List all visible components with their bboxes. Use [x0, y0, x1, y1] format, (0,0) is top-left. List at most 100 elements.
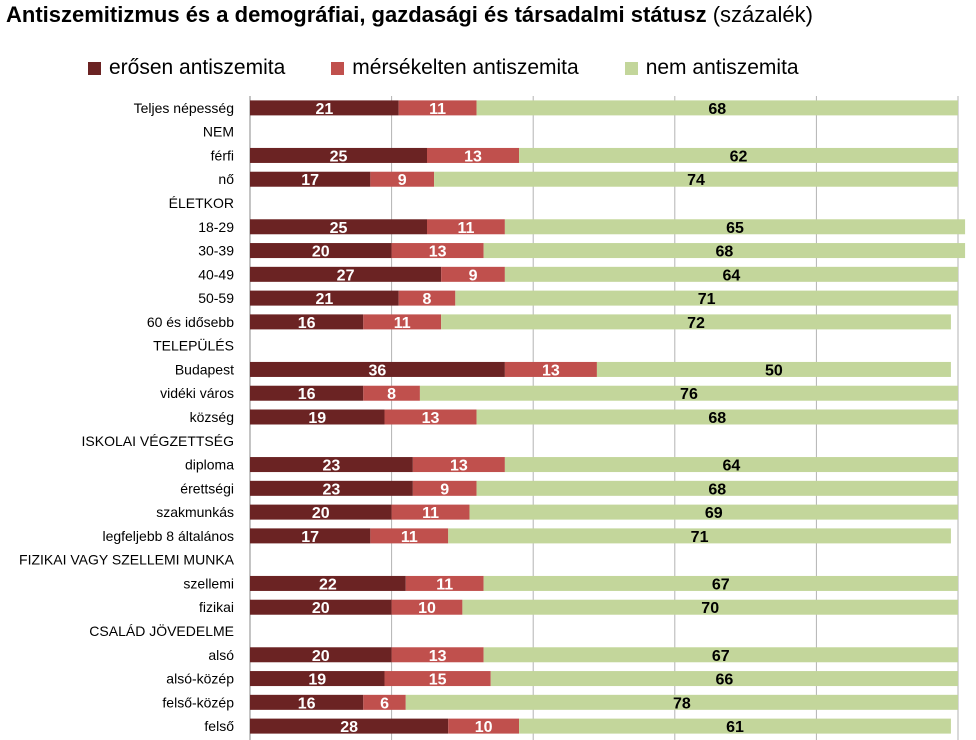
data-label: 74 — [687, 172, 705, 189]
category-label: TELEPÜLÉS — [153, 337, 234, 354]
data-label: 13 — [429, 648, 447, 665]
data-label: 71 — [691, 529, 709, 546]
data-label: 65 — [726, 220, 744, 237]
data-label: 13 — [429, 244, 447, 261]
data-label: 17 — [301, 172, 319, 189]
category-label: ÉLETKOR — [169, 195, 234, 211]
category-label: FIZIKAI VAGY SZELLEMI MUNKA — [19, 552, 235, 568]
data-label: 11 — [457, 220, 474, 237]
data-label: 13 — [464, 148, 482, 165]
bar-segment — [250, 361, 505, 377]
data-label: 23 — [323, 458, 341, 475]
legend-swatch-none — [624, 61, 638, 75]
data-label: 20 — [312, 648, 330, 665]
data-label: 8 — [423, 291, 432, 308]
data-label: 68 — [708, 481, 726, 498]
category-label: 18-29 — [198, 219, 234, 235]
bar-segment — [476, 409, 958, 425]
data-label: 23 — [323, 481, 341, 498]
data-label: 15 — [429, 672, 447, 689]
bar-segment — [504, 457, 958, 473]
data-label: 6 — [380, 695, 389, 712]
bar-segment — [519, 147, 958, 163]
data-label: 11 — [422, 505, 439, 522]
bar-segment — [519, 718, 951, 734]
category-label: legfeljebb 8 általános — [102, 528, 234, 544]
data-label: 21 — [315, 291, 333, 308]
bar-segment — [384, 409, 477, 425]
category-label: község — [190, 409, 234, 425]
bar-segment — [250, 575, 406, 591]
bar-segment — [419, 385, 958, 401]
data-label: 16 — [298, 695, 316, 712]
category-label: diploma — [185, 457, 234, 473]
bar-segment — [250, 219, 427, 235]
legend-swatch-strong — [88, 61, 101, 75]
chart-title-main: Antiszemitizmus és a demográfiai, gazdas… — [6, 2, 707, 27]
category-label: Teljes népesség — [134, 100, 234, 116]
data-label: 25 — [330, 148, 348, 165]
bar-segment — [250, 504, 392, 520]
data-label: 70 — [701, 600, 719, 617]
category-label: szakmunkás — [156, 504, 234, 520]
data-label: 20 — [312, 505, 330, 522]
bar-segment — [250, 147, 427, 163]
data-label: 68 — [715, 244, 733, 261]
bar-segment — [250, 314, 364, 330]
bar-segment — [490, 671, 958, 687]
chart-title: Antiszemitizmus és a demográfiai, gazdas… — [6, 2, 813, 28]
bar-segment — [441, 314, 951, 330]
category-label: érettségi — [180, 480, 234, 496]
bar-segment — [483, 243, 966, 259]
bar-segment — [412, 480, 477, 496]
bar-segment — [250, 290, 399, 306]
legend-label-none: nem antiszemita — [645, 56, 799, 79]
data-label: 16 — [298, 386, 316, 403]
category-label: nő — [218, 171, 234, 187]
bar-segment — [391, 599, 463, 615]
data-label: 78 — [673, 695, 691, 712]
data-label: 10 — [418, 600, 436, 617]
category-label: 30-39 — [198, 243, 234, 259]
legend-item-moderate: mérsékelten antiszemita — [331, 56, 579, 80]
bar-segment — [476, 480, 958, 496]
bar-segment — [427, 147, 520, 163]
category-label: NEM — [203, 124, 234, 140]
bar-segment — [250, 385, 364, 401]
data-label: 66 — [715, 672, 733, 689]
data-label: 11 — [394, 315, 411, 332]
bar-segment — [405, 575, 484, 591]
data-label: 36 — [369, 362, 387, 379]
bar-segment — [412, 457, 505, 473]
legend: erősen antiszemita mérsékelten antiszemi… — [88, 56, 799, 80]
data-label: 19 — [308, 410, 326, 427]
legend-label-strong: erősen antiszemita — [109, 56, 286, 79]
bar-segment — [391, 647, 484, 663]
data-label: 64 — [723, 267, 741, 284]
data-label: 13 — [450, 458, 468, 475]
bar-segment — [250, 100, 399, 116]
bar-segment — [250, 171, 371, 187]
bar-segment — [363, 314, 442, 330]
category-label: 40-49 — [198, 266, 234, 282]
category-label: Budapest — [175, 361, 234, 377]
data-label: 9 — [398, 172, 407, 189]
bar-segment — [250, 718, 449, 734]
bar-segment — [250, 480, 413, 496]
bar-segment — [462, 599, 958, 615]
data-label: 67 — [712, 648, 730, 665]
data-label: 16 — [298, 315, 316, 332]
data-label: 9 — [440, 481, 449, 498]
data-label: 8 — [387, 386, 396, 403]
data-label: 21 — [315, 101, 333, 118]
bar-segment — [250, 528, 371, 544]
data-label: 17 — [301, 529, 319, 546]
bar-segment — [250, 599, 392, 615]
category-label: 60 és idősebb — [147, 314, 234, 330]
bar-segment — [448, 718, 520, 734]
data-label: 19 — [308, 672, 326, 689]
data-label: 68 — [708, 101, 726, 118]
data-label: 69 — [705, 505, 723, 522]
data-label: 72 — [687, 315, 705, 332]
